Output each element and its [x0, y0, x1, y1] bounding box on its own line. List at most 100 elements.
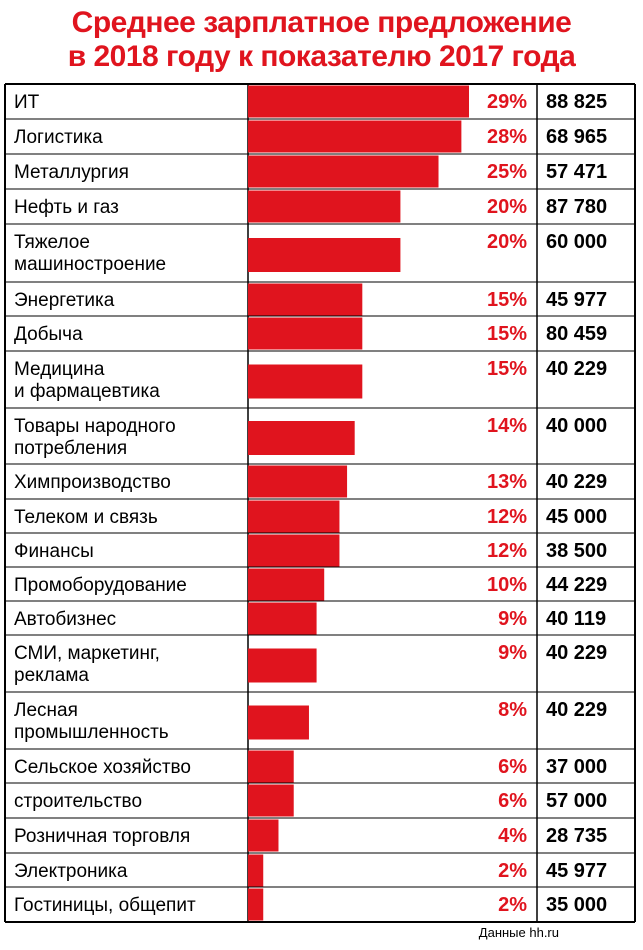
bar [248, 85, 469, 118]
category-label: Телеком и связь [14, 507, 158, 528]
category-label: Товары народного потребления [14, 416, 176, 459]
bar [248, 705, 309, 740]
table-row: Сельское хозяйство 6% 37 000 [14, 750, 607, 783]
category-label-line: Промоборудование [14, 575, 187, 596]
table-row: Финансы 12% 38 500 [14, 534, 607, 567]
category-label: Тяжелое машиностроение [14, 232, 166, 275]
salary-value: 80 459 [546, 323, 607, 345]
salary-value: 40 229 [546, 642, 607, 664]
bar [248, 190, 401, 223]
table-row: ИТ 29% 88 825 [14, 85, 607, 118]
category-label-line: промышленность [14, 722, 169, 743]
category-label-line: строительство [14, 791, 142, 812]
category-label: Нефть и газ [14, 197, 119, 218]
salary-value: 35 000 [546, 894, 607, 916]
category-label-line: Товары народного [14, 416, 176, 437]
bar [248, 120, 462, 153]
table-row: Металлургия 25% 57 471 [14, 155, 607, 188]
table-row: Нефть и газ 20% 87 780 [14, 190, 607, 223]
category-label-line: Телеком и связь [14, 507, 158, 528]
category-label-line: Медицина [14, 359, 105, 380]
bar [248, 155, 439, 188]
salary-value: 57 471 [546, 161, 607, 183]
category-label-line: Сельское хозяйство [14, 757, 191, 778]
table-row: Телеком и связь 12% 45 000 [14, 500, 607, 533]
category-label: Логистика [14, 127, 103, 148]
bar [248, 317, 363, 350]
category-label-line: Автобизнес [14, 609, 116, 630]
bar-value-label: 15% [487, 289, 527, 311]
bar-value-label: 29% [487, 91, 527, 113]
bar [248, 465, 348, 498]
category-label: Добыча [14, 324, 83, 345]
bar [248, 283, 363, 316]
bar [248, 784, 294, 817]
bar-value-label: 2% [498, 860, 527, 882]
category-label: Финансы [14, 541, 94, 562]
category-label-line: Добыча [14, 324, 83, 345]
category-label-line: Лесная [14, 700, 78, 721]
category-label: строительство [14, 791, 142, 812]
bar-value-label: 4% [498, 825, 527, 847]
salary-value: 45 000 [546, 506, 607, 528]
salary-value: 44 229 [546, 574, 607, 596]
category-label: Химпроизводство [14, 472, 171, 493]
table-row: Добыча 15% 80 459 [14, 317, 607, 350]
category-label-line: Финансы [14, 541, 94, 562]
category-label: Промоборудование [14, 575, 187, 596]
table-grid [4, 83, 636, 923]
category-label: Металлургия [14, 162, 129, 183]
category-label-line: Химпроизводство [14, 472, 171, 493]
bar-value-label: 13% [487, 471, 527, 493]
table-row: Розничная торговля 4% 28 735 [14, 819, 607, 852]
category-label-line: СМИ, маркетинг, [14, 643, 160, 664]
salary-value: 45 977 [546, 860, 607, 882]
bar-value-label: 8% [498, 699, 527, 721]
chart-title-line-1: Среднее зарплатное предложение [71, 6, 572, 39]
chart-title-line-2: в 2018 году к показателю 2017 года [67, 40, 576, 73]
category-label: Медицина и фармацевтика [14, 359, 160, 402]
bar [248, 421, 355, 455]
category-label-line: Электроника [14, 861, 128, 882]
category-label-line: ИТ [14, 92, 40, 113]
bar [248, 500, 340, 533]
bar-value-label: 12% [487, 540, 527, 562]
category-label: Энергетика [14, 290, 115, 311]
category-label: Электроника [14, 861, 128, 882]
category-label-line: Гостиницы, общепит [14, 895, 196, 916]
salary-value: 60 000 [546, 231, 607, 253]
category-label-line: Тяжелое [14, 232, 90, 253]
bar-value-label: 10% [487, 574, 527, 596]
salary-value: 40 229 [546, 471, 607, 493]
category-label-line: реклама [14, 665, 89, 686]
table-row: Автобизнес 9% 40 119 [14, 602, 606, 635]
category-label-line: Энергетика [14, 290, 115, 311]
category-label-line: машиностроение [14, 254, 166, 275]
category-label: Розничная торговля [14, 826, 190, 847]
bar-value-label: 14% [487, 415, 527, 437]
category-label: Автобизнес [14, 609, 116, 630]
category-label-line: Нефть и газ [14, 197, 119, 218]
category-label-line: Логистика [14, 127, 103, 148]
chart-title: Среднее зарплатное предложение в 2018 го… [0, 6, 643, 74]
bar-value-label: 25% [487, 161, 527, 183]
salary-value: 38 500 [546, 540, 607, 562]
bar-value-label: 9% [498, 642, 527, 664]
table-row: Энергетика 15% 45 977 [14, 283, 607, 316]
salary-value: 28 735 [546, 825, 607, 847]
category-label: СМИ, маркетинг, реклама [14, 643, 160, 686]
source-note: Данные hh.ru [478, 925, 559, 940]
category-label-line: и фармацевтика [14, 381, 160, 402]
category-label-line: потребления [14, 438, 127, 459]
bar [248, 602, 317, 635]
category-label: Гостиницы, общепит [14, 895, 196, 916]
category-label: Сельское хозяйство [14, 757, 191, 778]
salary-value: 88 825 [546, 91, 607, 113]
table-row: Гостиницы, общепит 2% 35 000 [14, 888, 607, 921]
bar-value-label: 15% [487, 323, 527, 345]
bar-value-label: 2% [498, 894, 527, 916]
table-row: Медицина и фармацевтика 15% 40 229 [14, 358, 607, 402]
salary-value: 57 000 [546, 790, 607, 812]
category-label: ИТ [14, 92, 40, 113]
